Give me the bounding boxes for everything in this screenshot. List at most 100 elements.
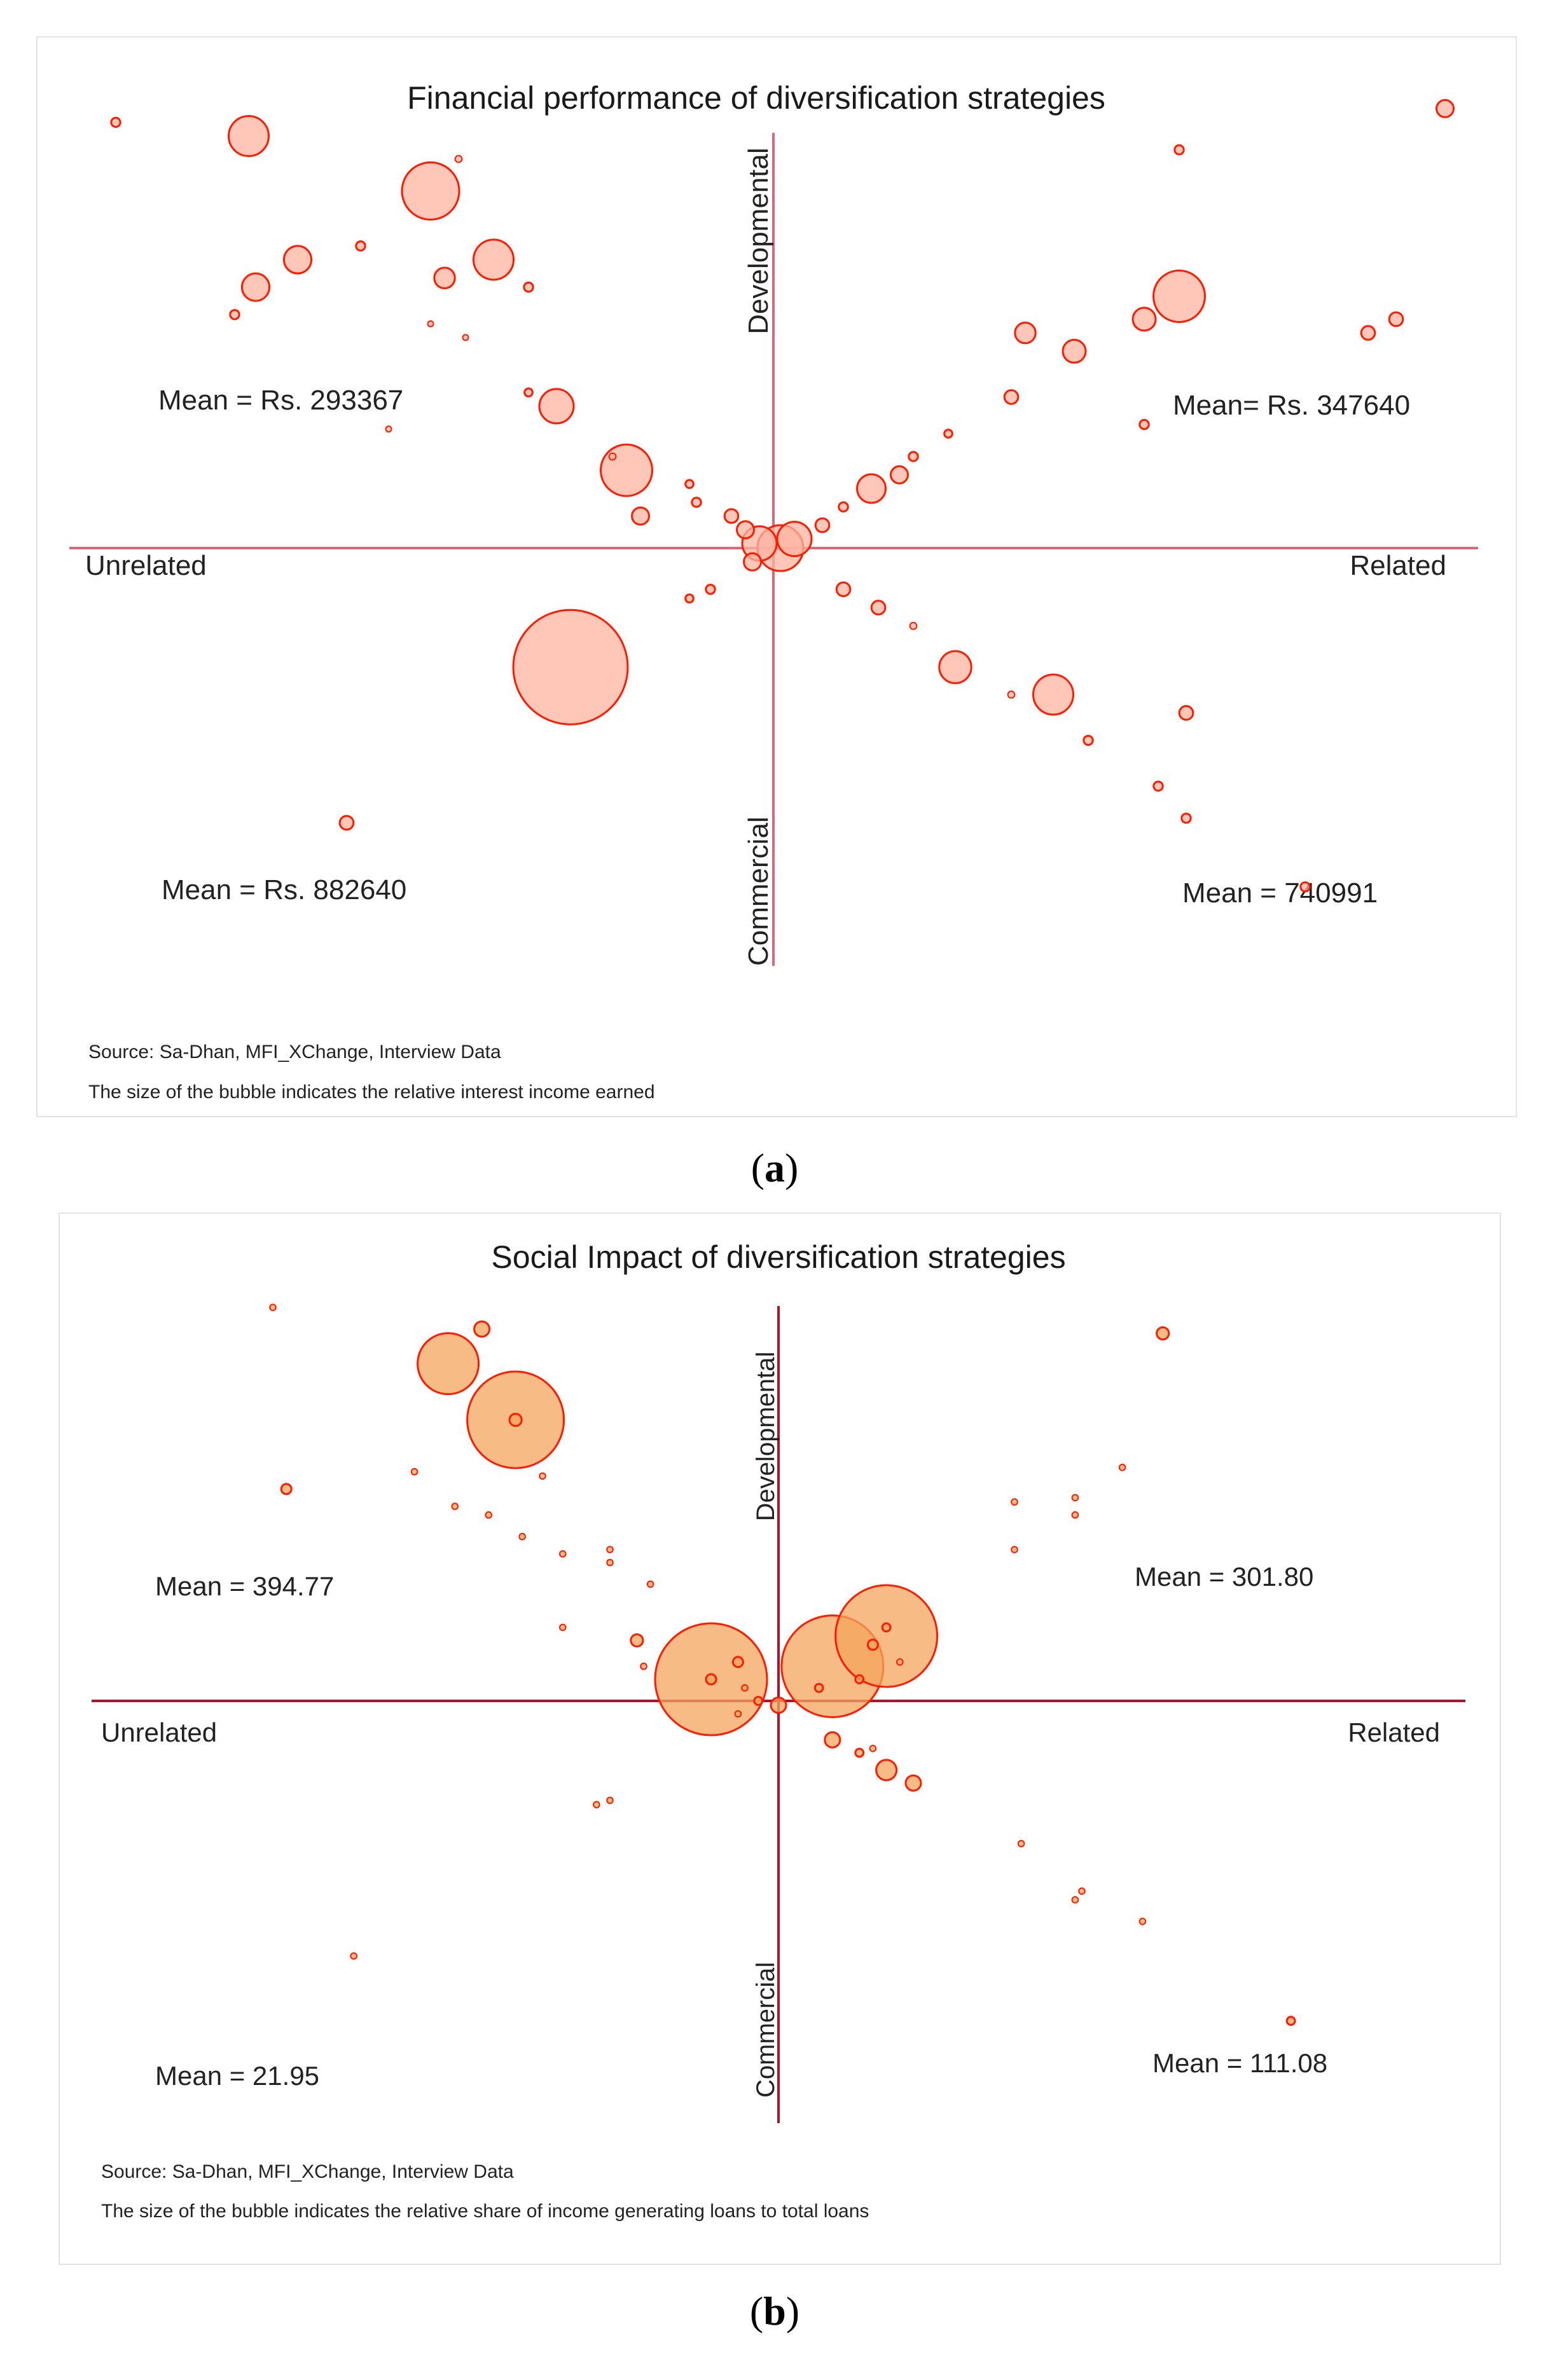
- bubble-a-15: [385, 425, 392, 433]
- quadrant-mean-related-commercial-b: Mean = 111.08: [1152, 2048, 1327, 2078]
- bubble-a-44: [1388, 311, 1404, 327]
- bubble-a-40: [1131, 306, 1157, 332]
- source-note-a: Source: Sa-Dhan, MFI_XChange, Interview …: [88, 1042, 501, 1063]
- bubble-b-42: [904, 1774, 922, 1792]
- bubble-a-8: [240, 272, 271, 302]
- bubble-a-51: [1032, 673, 1074, 716]
- bubble-a-41: [1152, 270, 1206, 323]
- bubble-a-16: [608, 452, 617, 461]
- bubble-a-39: [1062, 338, 1087, 364]
- chart-title-a: Financial performance of diversification…: [407, 80, 1105, 116]
- bubble-b-13: [606, 1558, 614, 1567]
- bubble-a-56: [1299, 881, 1311, 893]
- bubble-b-5: [539, 1472, 546, 1480]
- bubble-b-43: [1017, 1840, 1025, 1848]
- bubble-b-33: [1071, 1494, 1079, 1502]
- bubble-b-4: [508, 1412, 523, 1427]
- axis-label-commercial-b: Commercial: [752, 1962, 780, 2098]
- quadrant-mean-unrelated-commercial-a: Mean = Rs. 882640: [162, 874, 406, 905]
- bubble-b-8: [451, 1503, 459, 1510]
- bubble-a-37: [1003, 389, 1020, 405]
- bubble-a-48: [870, 600, 887, 616]
- bubble-b-47: [1285, 2016, 1296, 2026]
- bubble-b-22: [734, 1710, 742, 1718]
- axis-label-developmental-b: Developmental: [752, 1352, 780, 1522]
- bubble-b-19: [705, 1673, 717, 1686]
- bubble-b-49: [593, 1801, 600, 1809]
- bubble-b-14: [646, 1580, 654, 1588]
- bubble-a-3: [454, 155, 463, 163]
- bubble-a-0: [110, 116, 121, 128]
- bubble-b-34: [1071, 1511, 1079, 1519]
- bubble-a-26: [743, 552, 762, 572]
- axis-label-unrelated-a: Unrelated: [85, 550, 207, 581]
- bubble-b-6: [410, 1468, 419, 1476]
- bubble-a-12: [462, 334, 469, 341]
- bubble-b-44: [1071, 1896, 1079, 1904]
- bubble-a-9: [523, 281, 534, 293]
- size-note-a: The size of the bubble indicates the rel…: [88, 1082, 655, 1103]
- bubble-a-5: [282, 245, 313, 275]
- bubble-a-47: [835, 581, 852, 598]
- bubble-b-36: [1156, 1326, 1170, 1341]
- bubble-b-48: [606, 1796, 614, 1805]
- bubble-a-4: [355, 240, 366, 252]
- bubble-a-42: [1173, 144, 1185, 156]
- panel-caption-b: (b): [749, 2288, 800, 2334]
- bubble-a-57: [909, 622, 918, 630]
- bubble-b-21: [741, 1684, 749, 1692]
- bubble-a-46: [1138, 418, 1150, 430]
- bubble-a-33: [856, 473, 887, 504]
- bubble-a-10: [229, 309, 240, 320]
- quadrant-mean-related-developmental-b: Mean = 301.80: [1135, 1562, 1313, 1592]
- bubble-a-1: [228, 115, 270, 157]
- bubble-a-7: [433, 266, 456, 289]
- bubble-a-18: [631, 506, 650, 526]
- bubble-a-43: [1360, 325, 1376, 341]
- bubble-b-35: [1011, 1546, 1018, 1553]
- bubble-a-27: [705, 584, 716, 595]
- bubble-a-13: [523, 387, 534, 398]
- bubble-a-19: [684, 479, 695, 490]
- chart-panel-b: Social Impact of diversification strateg…: [59, 1213, 1501, 2265]
- bubble-b-12: [559, 1550, 567, 1558]
- bubble-a-20: [691, 497, 702, 508]
- quadrant-mean-unrelated-developmental-a: Mean = Rs. 293367: [158, 385, 403, 416]
- bubble-a-14: [538, 388, 575, 425]
- bubble-b-37: [1118, 1464, 1126, 1471]
- quadrant-mean-related-developmental-a: Mean= Rs. 347640: [1173, 390, 1410, 421]
- bubble-b-27: [834, 1584, 939, 1688]
- axis-label-commercial-a: Commercial: [743, 816, 774, 966]
- chart-title-b: Social Impact of diversification strateg…: [491, 1239, 1065, 1275]
- bubble-b-9: [485, 1511, 493, 1519]
- bubble-a-49: [938, 650, 972, 684]
- size-note-b: The size of the bubble indicates the rel…: [101, 2201, 869, 2222]
- bubble-a-50: [1007, 691, 1016, 699]
- chart-panel-a: Financial performance of diversification…: [36, 36, 1517, 1117]
- bubble-b-30: [881, 1622, 892, 1633]
- bubble-b-25: [813, 1682, 824, 1693]
- bubble-b-16: [630, 1633, 644, 1647]
- bubble-a-30: [338, 815, 355, 831]
- panel-caption-a: (a): [751, 1145, 799, 1190]
- bubble-a-35: [908, 451, 919, 462]
- axis-label-developmental-a: Developmental: [743, 148, 774, 334]
- bubble-a-2: [401, 161, 460, 221]
- bubble-a-6: [473, 238, 515, 281]
- bubble-b-24: [770, 1696, 787, 1714]
- chart-b-svg: Social Impact of diversification strateg…: [92, 1239, 1465, 2222]
- bubble-b-23: [753, 1696, 764, 1706]
- bubble-a-22: [736, 520, 755, 540]
- bubble-b-50: [350, 1952, 358, 1960]
- quadrant-mean-related-commercial-a: Mean = 740991: [1182, 877, 1378, 909]
- bubble-a-21: [723, 508, 740, 524]
- bubble-a-38: [1014, 321, 1037, 345]
- bubble-b-1: [473, 1320, 491, 1338]
- bubble-b-15: [559, 1623, 567, 1632]
- bubble-a-25: [776, 521, 813, 558]
- bubble-a-31: [814, 517, 831, 533]
- axis-label-unrelated-b: Unrelated: [101, 1717, 217, 1747]
- bubble-b-0: [269, 1303, 277, 1311]
- bubble-b-41: [875, 1759, 898, 1782]
- bubble-a-17: [600, 443, 653, 497]
